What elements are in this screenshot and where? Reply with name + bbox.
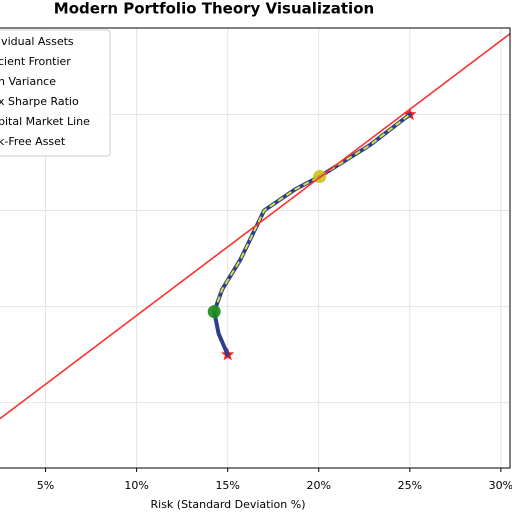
x-tick-label: 25% bbox=[398, 479, 422, 492]
legend-label: ividual Assets bbox=[0, 35, 74, 48]
x-tick-label: 30% bbox=[489, 479, 512, 492]
legend-label: x Sharpe Ratio bbox=[0, 95, 79, 108]
series-line bbox=[0, 32, 510, 420]
x-axis-label: Risk (Standard Deviation %) bbox=[151, 498, 306, 511]
grid bbox=[0, 28, 510, 468]
x-tick-label: 15% bbox=[215, 479, 239, 492]
legend: ividual Assets cient Frontier n Variance x … bbox=[0, 29, 111, 157]
legend-box bbox=[0, 29, 111, 157]
legend-label: k-Free Asset bbox=[0, 135, 66, 148]
frontier-dash bbox=[213, 113, 411, 312]
axes-frame bbox=[0, 27, 511, 469]
legend-label: n Variance bbox=[0, 75, 56, 88]
plot-area bbox=[0, 32, 510, 420]
legend-label: cient Frontier bbox=[0, 55, 71, 68]
x-tick-label: 20% bbox=[307, 479, 331, 492]
legend-label: pital Market Line bbox=[0, 115, 90, 128]
chart-title: Modern Portfolio Theory Visualization bbox=[54, 0, 374, 18]
portfolio-point bbox=[207, 305, 221, 319]
x-tick-label: 5% bbox=[37, 479, 54, 492]
x-tick-label: 10% bbox=[124, 479, 148, 492]
